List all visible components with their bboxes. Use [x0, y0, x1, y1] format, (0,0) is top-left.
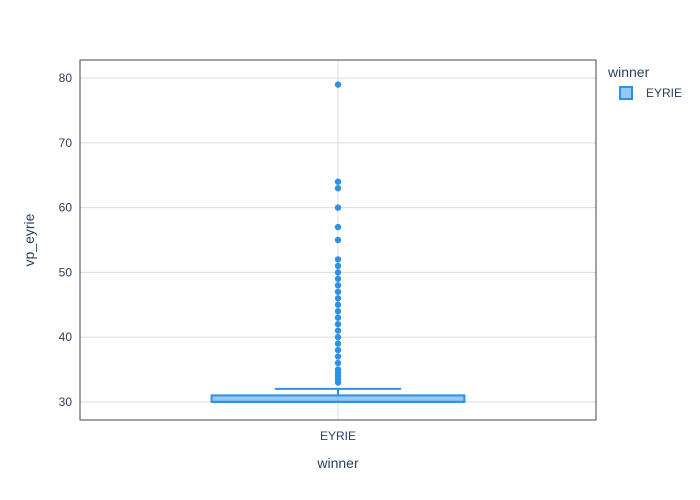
- outlier-point: [334, 288, 342, 295]
- y-tick-label: 80: [59, 71, 73, 85]
- outlier-point: [334, 301, 342, 308]
- x-tick-label: EYRIE: [320, 429, 356, 443]
- outlier-point: [334, 314, 342, 321]
- outlier-point: [334, 340, 342, 347]
- y-tick-label: 40: [59, 330, 73, 344]
- outlier-point: [334, 262, 342, 270]
- outlier-point: [334, 256, 342, 263]
- outlier-point: [334, 269, 342, 276]
- plot-frame: [79, 59, 597, 421]
- y-tick-label: 60: [59, 201, 73, 215]
- outlier-point: [334, 353, 342, 360]
- outlier-point: [334, 295, 342, 302]
- outlier-point: [334, 333, 342, 341]
- x-axis-title: winner: [316, 455, 359, 471]
- outlier-point: [334, 81, 342, 88]
- legend-label[interactable]: EYRIE: [646, 86, 682, 100]
- outlier-point: [334, 327, 342, 334]
- x-axis-ticks: EYRIE: [320, 429, 356, 443]
- y-tick-label: 50: [59, 265, 73, 279]
- outlier-point: [334, 178, 342, 185]
- y-tick-label: 30: [59, 395, 73, 409]
- legend-items: EYRIE: [619, 86, 682, 100]
- outlier-point: [334, 223, 342, 231]
- outlier-point: [334, 366, 342, 373]
- box-plot: [210, 81, 466, 403]
- y-axis-title: vp_eyrie: [21, 213, 37, 266]
- outlier-point: [334, 204, 342, 211]
- legend-swatch[interactable]: [619, 86, 633, 100]
- legend-title: winner: [607, 64, 650, 80]
- box-series: [210, 81, 466, 403]
- outlier-point: [334, 185, 342, 192]
- outlier-point: [334, 236, 342, 244]
- outlier-point: [334, 359, 342, 367]
- outlier-point: [334, 308, 342, 315]
- legend: winner EYRIE: [607, 64, 682, 100]
- y-tick-label: 70: [59, 136, 73, 150]
- outlier-point: [334, 346, 342, 354]
- outlier-point: [334, 320, 342, 328]
- y-axis-ticks: 30 40 50 60 70 80: [59, 71, 73, 409]
- outlier-point: [334, 282, 342, 289]
- outlier-point: [334, 275, 342, 283]
